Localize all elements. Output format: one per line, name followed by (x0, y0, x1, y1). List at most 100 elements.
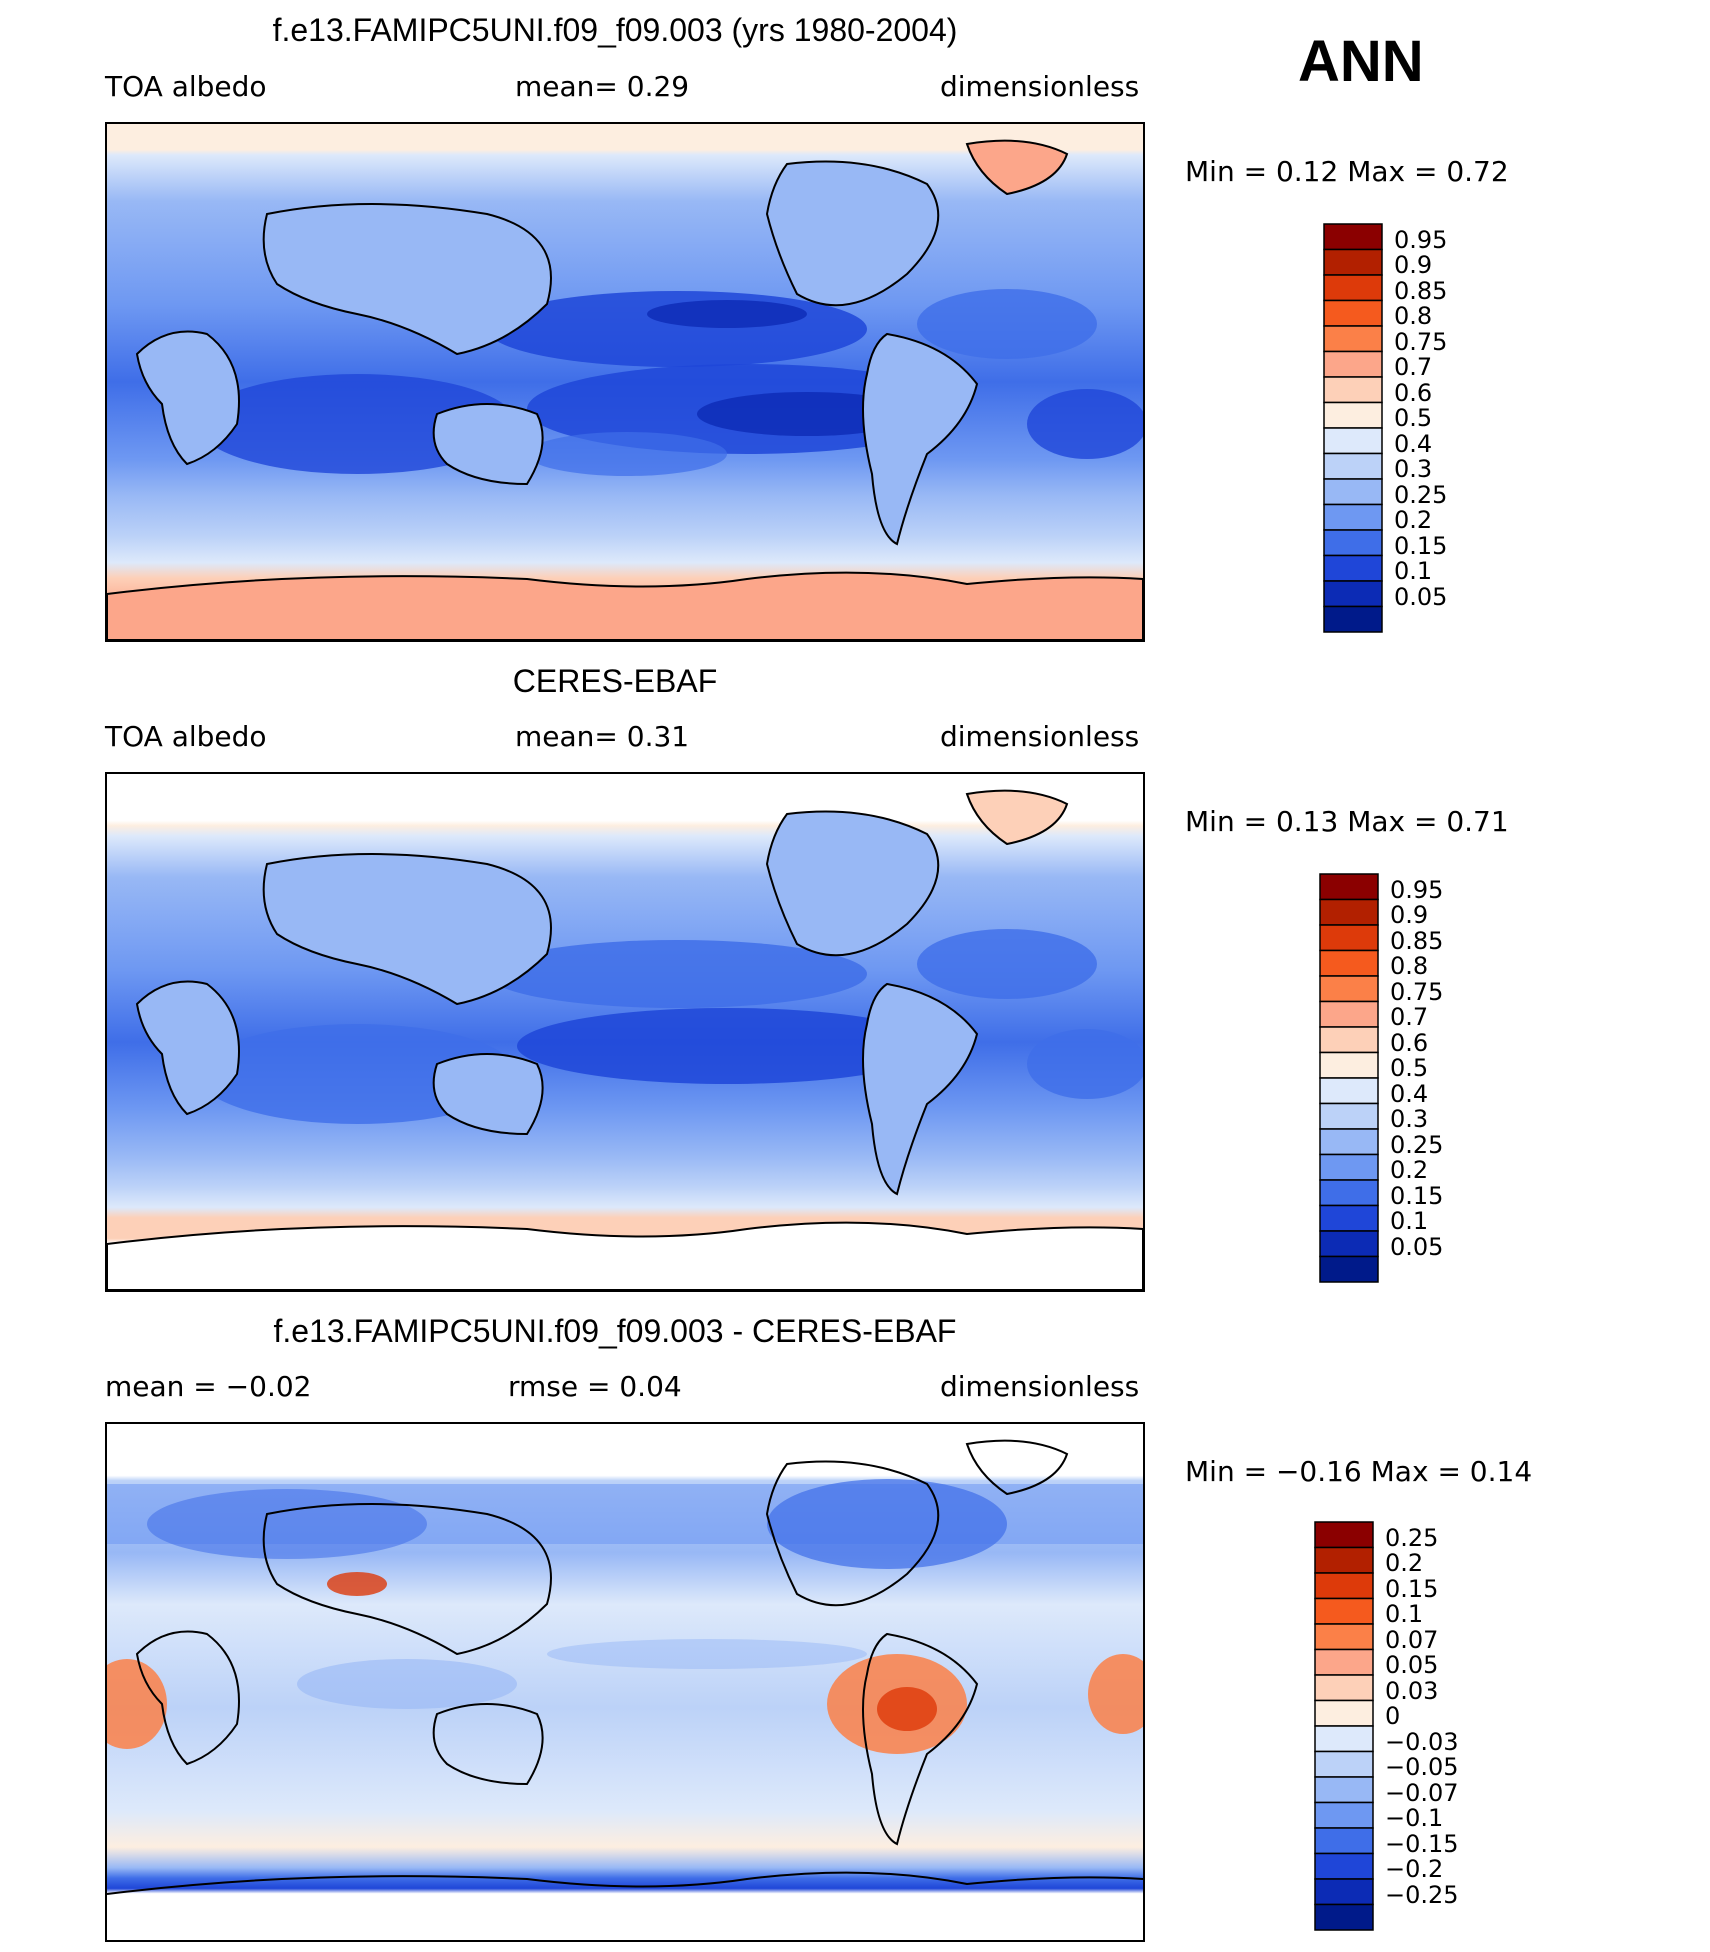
panel-2-units-label: dimensionless (940, 720, 1140, 753)
colorbar-swatch (1319, 1255, 1379, 1283)
colorbar-swatch (1314, 1648, 1374, 1676)
colorbar-tick-label: 0.07 (1385, 1625, 1439, 1654)
colorbar-tick-label: −0.25 (1385, 1880, 1459, 1909)
colorbar-swatch (1314, 1674, 1374, 1702)
colorbar-swatch (1319, 1230, 1379, 1258)
colorbar-swatch (1323, 325, 1383, 353)
panel-3-title: f.e13.FAMIPC5UNI.f09_f09.003 - CERES-EBA… (273, 1313, 957, 1349)
colorbar-swatch (1319, 1102, 1379, 1130)
panel-2-colorbar (1318, 872, 1380, 1289)
panel-1-mean-label: mean= 0.29 (515, 70, 690, 103)
colorbar-tick-label: −0.03 (1385, 1727, 1459, 1756)
colorbar-swatch (1319, 949, 1379, 977)
colorbar-tick-label: 0.1 (1394, 557, 1433, 585)
colorbar-tick-label: 0.7 (1390, 1003, 1429, 1031)
colorbar-tick-label: −0.07 (1385, 1778, 1459, 1807)
colorbar-swatch (1323, 350, 1383, 378)
colorbar-swatch (1314, 1852, 1374, 1880)
panel-2-minmax: Min = 0.13 Max = 0.71 (1185, 805, 1509, 838)
colorbar-swatch (1323, 605, 1383, 633)
colorbar-swatch (1319, 873, 1379, 901)
colorbar-swatch (1319, 1128, 1379, 1156)
colorbar-swatch (1314, 1521, 1374, 1549)
colorbar-swatch (1319, 1153, 1379, 1181)
colorbar-swatch (1314, 1903, 1374, 1931)
colorbar-tick-label: 0.9 (1394, 251, 1433, 279)
colorbar-tick-label: 0.4 (1390, 1079, 1429, 1108)
panel-3-colorbar (1313, 1520, 1375, 1937)
colorbar-swatch (1319, 924, 1379, 952)
panel-3-rmse-label: rmse = 0.04 (508, 1370, 682, 1403)
colorbar-swatch (1323, 427, 1383, 455)
colorbar-swatch (1319, 898, 1379, 926)
colorbar-tick-label: −0.2 (1385, 1855, 1444, 1883)
colorbar-tick-label: −0.05 (1385, 1753, 1459, 1781)
colorbar-tick-label: −0.15 (1385, 1829, 1459, 1858)
colorbar-swatch (1314, 1546, 1374, 1574)
colorbar-tick-label: 0.05 (1394, 582, 1448, 611)
colorbar-tick-label: 0.6 (1394, 378, 1433, 407)
colorbar-swatch (1314, 1776, 1374, 1804)
colorbar-tick-label: 0 (1385, 1702, 1401, 1730)
colorbar-swatch (1323, 554, 1383, 582)
panel-1-map (105, 122, 1145, 642)
colorbar-swatch (1323, 478, 1383, 506)
colorbar-tick-label: 0.6 (1390, 1028, 1429, 1057)
colorbar-tick-label: 0.2 (1390, 1156, 1429, 1184)
colorbar-tick-label: 0.8 (1390, 952, 1429, 980)
colorbar-swatch (1319, 1077, 1379, 1105)
colorbar-tick-label: 0.25 (1390, 1130, 1444, 1159)
colorbar-tick-label: 0.25 (1394, 480, 1448, 509)
colorbar-tick-label: 0.15 (1390, 1181, 1444, 1210)
colorbar-swatch (1314, 1878, 1374, 1906)
colorbar-tick-label: 0.95 (1394, 225, 1448, 254)
colorbar-tick-label: 0.1 (1390, 1207, 1429, 1235)
colorbar-tick-label: 0.5 (1390, 1054, 1429, 1082)
panel-3-minmax: Min = −0.16 Max = 0.14 (1185, 1455, 1533, 1488)
colorbar-tick-label: 0.5 (1394, 404, 1433, 432)
colorbar-swatch (1323, 248, 1383, 276)
panel-1-units-label: dimensionless (940, 70, 1140, 103)
colorbar-tick-label: 0.2 (1385, 1549, 1424, 1577)
colorbar-swatch (1314, 1572, 1374, 1600)
colorbar-swatch (1314, 1699, 1374, 1727)
colorbar-swatch (1319, 1204, 1379, 1232)
colorbar-tick-label: 0.05 (1385, 1651, 1439, 1679)
colorbar-swatch (1323, 223, 1383, 251)
colorbar-swatch (1323, 401, 1383, 429)
panel-3-map (105, 1422, 1145, 1942)
colorbar-swatch (1319, 975, 1379, 1003)
colorbar-tick-label: −0.1 (1385, 1804, 1444, 1832)
colorbar-swatch (1323, 376, 1383, 404)
colorbar-tick-label: 0.85 (1394, 276, 1448, 305)
colorbar-swatch (1323, 580, 1383, 608)
colorbar-tick-label: 0.3 (1394, 455, 1433, 483)
colorbar-swatch (1323, 452, 1383, 480)
colorbar-tick-label: 0.9 (1390, 901, 1429, 929)
season-label: ANN (1298, 29, 1424, 94)
colorbar-tick-label: 0.15 (1394, 531, 1448, 560)
colorbar-tick-label: 0.95 (1390, 875, 1444, 904)
colorbar-tick-label: 0.25 (1385, 1523, 1439, 1552)
panel-2-variable-label: TOA albedo (105, 720, 267, 753)
colorbar-swatch (1319, 1179, 1379, 1207)
colorbar-tick-label: 0.4 (1394, 429, 1433, 458)
panel-1-variable-label: TOA albedo (105, 70, 267, 103)
colorbar-tick-label: 0.85 (1390, 926, 1444, 955)
colorbar-tick-label: 0.05 (1390, 1232, 1444, 1261)
panel-3-mean-label: mean = −0.02 (105, 1370, 312, 1403)
colorbar-tick-label: 0.1 (1385, 1600, 1424, 1628)
colorbar-tick-label: 0.2 (1394, 506, 1433, 534)
colorbar-swatch (1319, 1026, 1379, 1054)
panel-1-colorbar (1322, 222, 1384, 639)
colorbar-tick-label: 0.75 (1390, 977, 1444, 1006)
colorbar-tick-label: 0.15 (1385, 1574, 1439, 1603)
colorbar-tick-label: 0.3 (1390, 1105, 1429, 1133)
colorbar-swatch (1314, 1750, 1374, 1778)
colorbar-swatch (1314, 1801, 1374, 1829)
panel-1-minmax: Min = 0.12 Max = 0.72 (1185, 155, 1509, 188)
colorbar-swatch (1323, 529, 1383, 557)
colorbar-tick-label: 0.03 (1385, 1676, 1439, 1705)
colorbar-tick-label: 0.75 (1394, 327, 1448, 356)
colorbar-tick-label: 0.7 (1394, 353, 1433, 381)
